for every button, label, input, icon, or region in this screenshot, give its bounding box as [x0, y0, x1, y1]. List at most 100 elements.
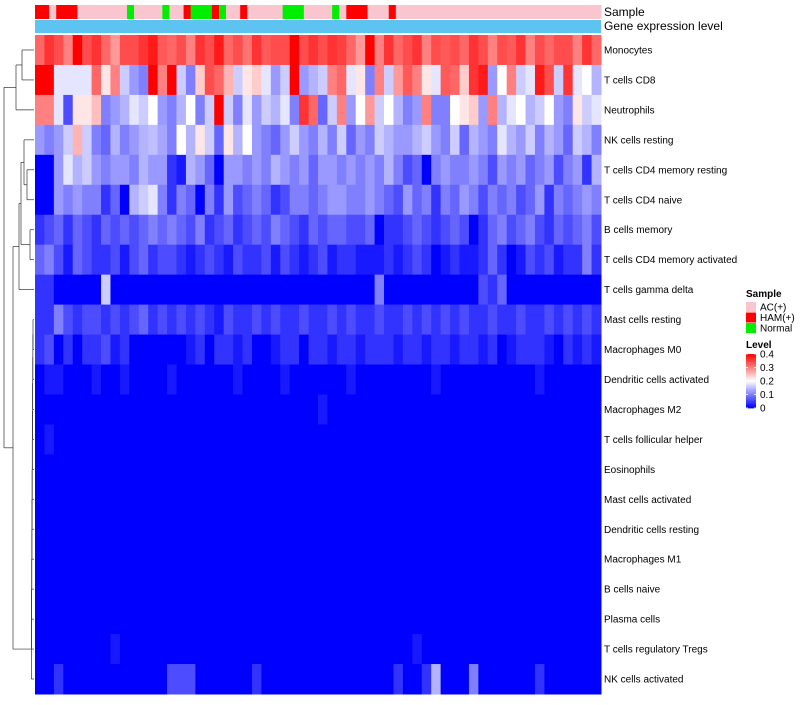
sample-band-cell [42, 5, 50, 19]
heatmap-cell [204, 574, 215, 605]
heatmap-cell [591, 484, 602, 515]
heatmap-cell [478, 64, 489, 96]
heatmap-cell [440, 364, 451, 395]
heatmap-cell [393, 394, 404, 425]
heatmap-cell [393, 154, 404, 186]
heatmap-cell [251, 544, 262, 575]
heatmap-cell [478, 514, 489, 545]
legend-sample-label: AC(+) [760, 303, 786, 314]
heatmap-cell [346, 214, 357, 246]
heatmap-cell [44, 394, 55, 425]
heatmap-cell [459, 154, 470, 186]
heatmap-cell [450, 604, 460, 635]
heatmap-cell [355, 664, 366, 695]
heatmap-cell [553, 514, 564, 545]
heatmap-cell [148, 544, 159, 575]
heatmap-cell [119, 184, 130, 216]
heatmap-cell [318, 35, 328, 66]
heatmap-cell [440, 664, 451, 695]
heatmap-cell [101, 544, 111, 575]
heatmap-cell [544, 304, 555, 336]
heatmap-cell [157, 35, 168, 66]
heatmap-cell [299, 184, 310, 216]
heatmap-cell [459, 274, 470, 306]
heatmap-cell [450, 454, 460, 485]
heatmap-cell [468, 244, 479, 276]
heatmap-cell [195, 64, 206, 96]
sample-band-cell [296, 5, 305, 19]
heatmap-cell [44, 274, 55, 306]
colorbar-segment [746, 360, 756, 363]
heatmap-cell [384, 214, 394, 246]
heatmap-cell [591, 64, 602, 96]
heatmap-cell [336, 574, 347, 605]
sample-band-cell [558, 5, 567, 19]
sample-band-cell [537, 5, 545, 19]
heatmap-cell [459, 574, 470, 605]
sample-band-cell [282, 5, 291, 19]
heatmap-cell [214, 124, 225, 156]
heatmap-cell [299, 484, 310, 515]
heatmap-cell [431, 364, 442, 395]
heatmap-cell [506, 334, 517, 365]
heatmap-cell [374, 214, 385, 246]
heatmap-cell [204, 604, 215, 635]
heatmap-cell [148, 154, 159, 186]
heatmap-cell [525, 35, 536, 66]
heatmap-cell [468, 454, 479, 485]
heatmap-cell [280, 364, 291, 395]
heatmap-cell [431, 64, 442, 96]
heatmap-cell [167, 214, 177, 246]
heatmap-cell [365, 634, 376, 665]
heatmap-cell [63, 184, 74, 216]
heatmap-cell [553, 604, 564, 635]
heatmap-cell [91, 184, 102, 216]
heatmap-cell [440, 334, 451, 365]
heatmap-cell [393, 574, 404, 605]
heatmap-cell [346, 574, 357, 605]
heatmap-cell [223, 484, 234, 515]
heatmap-cell [582, 274, 593, 306]
heatmap-cell [242, 304, 253, 336]
heatmap-cell [412, 94, 423, 126]
heatmap-cell [299, 244, 310, 276]
gene-expression-annotation-band [35, 20, 601, 33]
heatmap-cell [374, 124, 385, 156]
heatmap-cell [44, 244, 55, 276]
heatmap-cell [459, 124, 470, 156]
heatmap-cell [591, 574, 602, 605]
heatmap-cell [44, 634, 55, 665]
heatmap-cell [223, 664, 234, 695]
heatmap-cell [327, 94, 338, 126]
heatmap-cell [412, 184, 423, 216]
heatmap-cell [270, 514, 281, 545]
heatmap-cell [44, 35, 55, 66]
heatmap-cell [506, 604, 517, 635]
heatmap-cell [468, 94, 479, 126]
heatmap-cell [393, 454, 404, 485]
heatmap-cell [525, 394, 536, 425]
heatmap-cell [572, 304, 583, 336]
heatmap-cell [412, 244, 423, 276]
heatmap-cell [506, 634, 517, 665]
heatmap-cell [355, 424, 366, 455]
heatmap-cell [468, 304, 479, 336]
heatmap-cell [251, 154, 262, 186]
heatmap-cell [431, 664, 442, 695]
heatmap-cell [374, 35, 385, 66]
heatmap-cell [393, 304, 404, 336]
heatmap-cell [459, 544, 470, 575]
heatmap-cell [534, 244, 545, 276]
heatmap-cell [176, 184, 187, 216]
heatmap-cell [346, 424, 357, 455]
heatmap-cell [459, 634, 470, 665]
heatmap-cell [91, 394, 102, 425]
heatmap-cell [544, 124, 555, 156]
colorbar-segment [746, 370, 756, 372]
heatmap-cell [251, 304, 262, 336]
heatmap-cell [402, 214, 413, 246]
heatmap-cell [308, 574, 319, 605]
heatmap-cell [204, 394, 215, 425]
heatmap-cell [336, 184, 347, 216]
legend-swatch [746, 302, 756, 312]
